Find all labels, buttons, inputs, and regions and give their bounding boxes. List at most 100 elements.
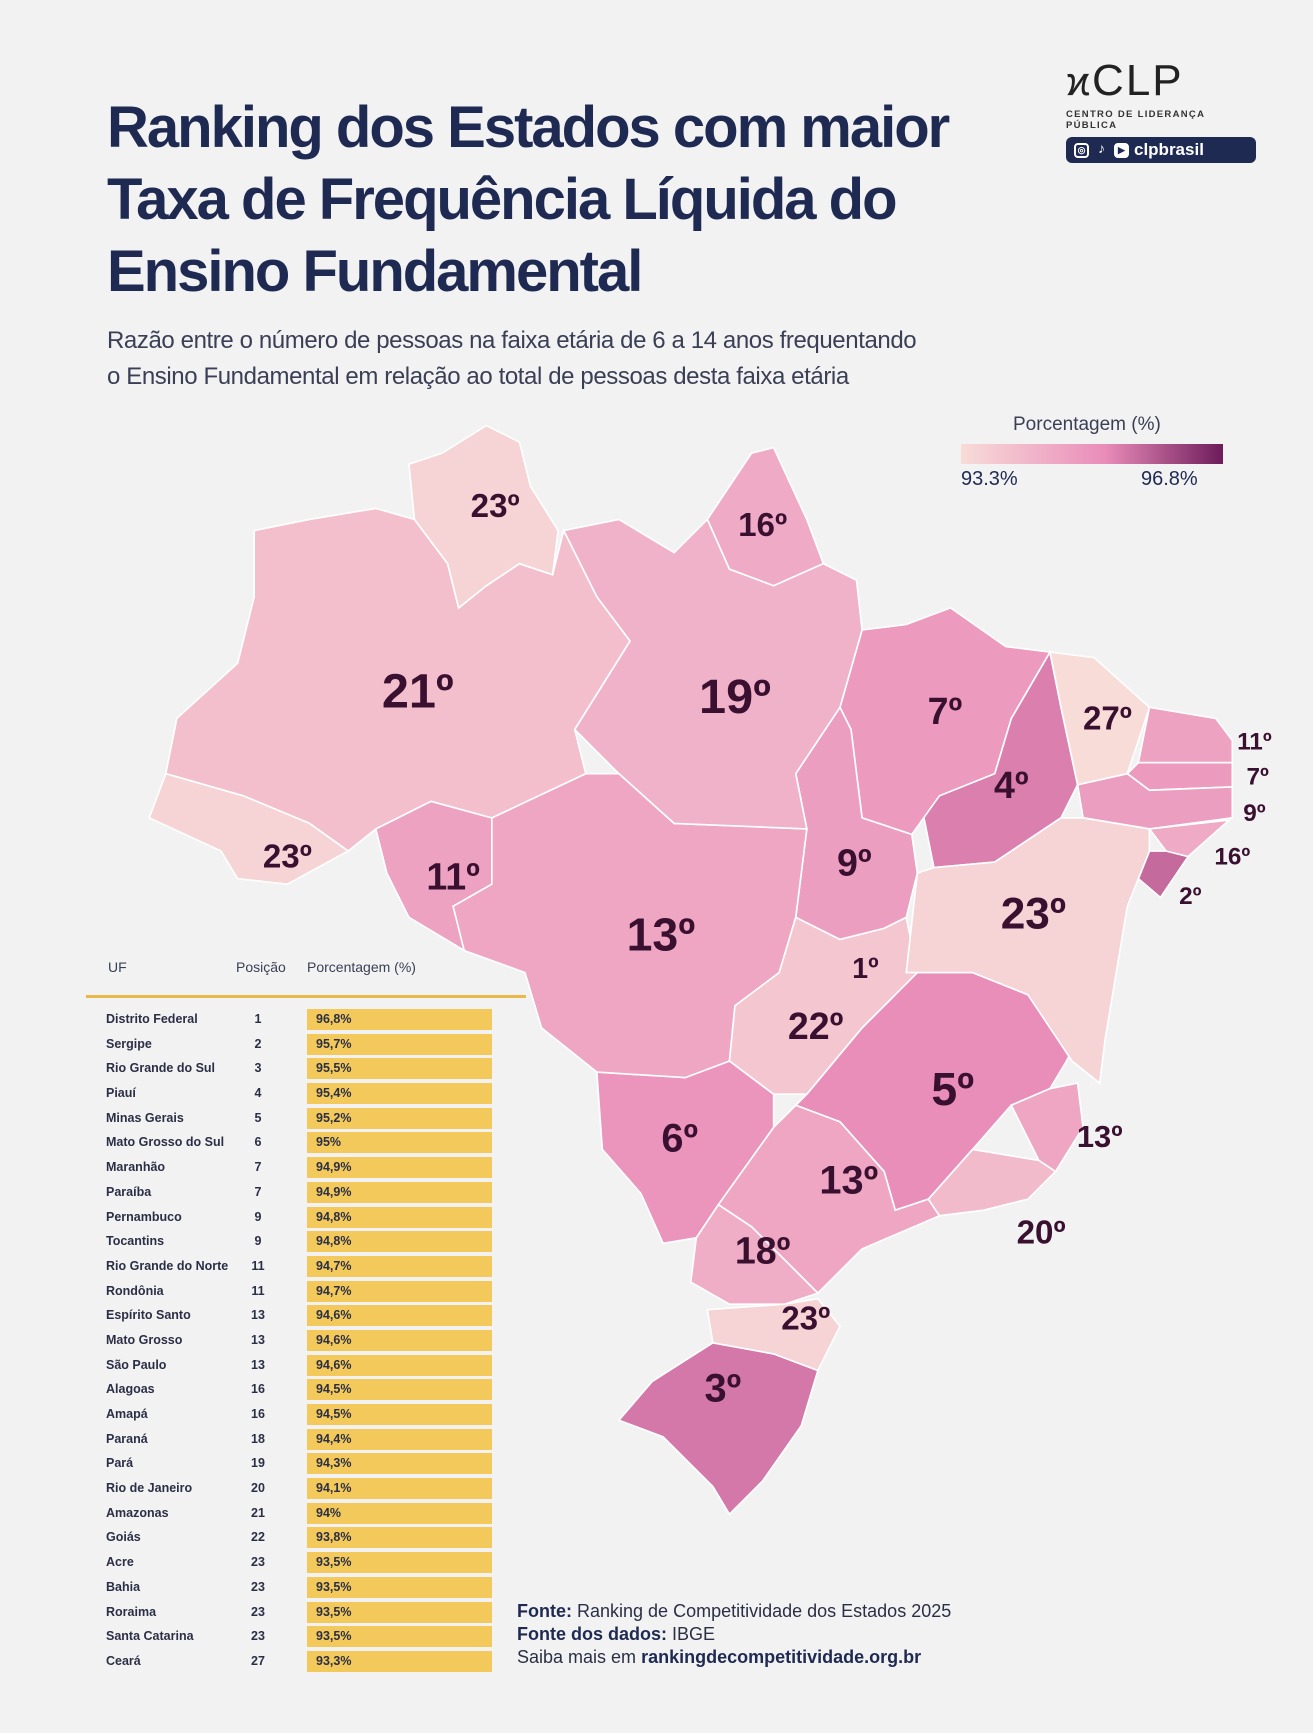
row-uf: Rio Grande do Norte xyxy=(106,1258,229,1273)
table-row: Goiás 22 93,8% xyxy=(86,1526,526,1551)
row-bar xyxy=(307,1107,492,1129)
row-bar xyxy=(307,1280,492,1302)
table-header: UF Posição Porcentagem (%) xyxy=(86,955,526,995)
logo-org: CENTRO DE LIDERANÇA PÚBLICA xyxy=(1066,109,1205,131)
source-text: Ranking de Competitividade dos Estados 2… xyxy=(577,1601,952,1621)
table-row: Tocantins 9 94,8% xyxy=(86,1230,526,1255)
row-uf: Rio de Janeiro xyxy=(106,1481,193,1496)
row-rank: 5 xyxy=(254,1110,262,1125)
table-row: Pará 19 94,3% xyxy=(86,1452,526,1477)
table-row: Amazonas 21 94% xyxy=(86,1502,526,1527)
row-uf: Acre xyxy=(106,1555,134,1570)
table-row: Ceará 27 93,3% xyxy=(86,1650,526,1675)
row-uf: Roraima xyxy=(106,1604,157,1619)
row-rank: 4 xyxy=(254,1086,262,1101)
row-uf: Santa Catarina xyxy=(106,1629,194,1644)
row-uf: Tocantins xyxy=(106,1234,165,1249)
row-pct: 94,5% xyxy=(316,1382,352,1397)
state-rank-label: 16º xyxy=(738,507,787,544)
table-row: Pernambuco 9 94,8% xyxy=(86,1206,526,1231)
state-rank-label: 23º xyxy=(1001,889,1066,938)
row-rank: 13 xyxy=(251,1332,265,1347)
clp-logo: ϰCLP CENTRO DE LIDERANÇA PÚBLICA ◎ ♪ ▶ c… xyxy=(1066,58,1256,163)
header-divider xyxy=(86,995,526,998)
state-rn xyxy=(1137,706,1234,764)
title-line: Taxa de Frequência Líquida do xyxy=(107,167,898,232)
title-line: Ensino Fundamental xyxy=(107,239,643,304)
state-rank-label: 11º xyxy=(426,856,480,898)
row-bar xyxy=(307,1379,492,1401)
row-pct: 93,5% xyxy=(316,1555,352,1570)
row-uf: Amazonas xyxy=(106,1505,169,1520)
row-bar xyxy=(307,1157,492,1179)
row-rank: 2 xyxy=(254,1036,262,1051)
table-row: Bahia 23 93,5% xyxy=(86,1576,526,1601)
row-pct: 95,5% xyxy=(316,1061,352,1076)
row-bar xyxy=(307,1552,492,1574)
row-pct: 93,5% xyxy=(316,1629,352,1644)
row-pct: 94,1% xyxy=(316,1481,352,1496)
row-rank: 20 xyxy=(251,1481,265,1496)
row-rank: 9 xyxy=(254,1209,262,1224)
row-pct: 95% xyxy=(316,1135,342,1150)
row-pct: 94,8% xyxy=(316,1209,352,1224)
row-rank: 23 xyxy=(251,1604,265,1619)
row-uf: São Paulo xyxy=(106,1357,167,1372)
legend-title: Porcentagem (%) xyxy=(1013,414,1161,435)
row-rank: 3 xyxy=(254,1061,262,1076)
row-pct: 93,8% xyxy=(316,1530,352,1545)
table-row: Rio Grande do Sul 3 95,5% xyxy=(86,1057,526,1082)
table-row: Paraná 18 94,4% xyxy=(86,1428,526,1453)
state-rank-label: 27º xyxy=(1083,700,1132,737)
row-bar xyxy=(307,1502,492,1524)
header-porcentagem: Porcentagem (%) xyxy=(307,959,416,975)
state-rank-label: 19º xyxy=(699,670,771,724)
table-row: Distrito Federal 1 96,8% xyxy=(86,1008,526,1033)
row-uf: Rondônia xyxy=(106,1283,164,1298)
row-uf: Espírito Santo xyxy=(106,1308,191,1323)
row-bar xyxy=(307,1527,492,1549)
row-bar xyxy=(307,1033,492,1055)
row-rank: 16 xyxy=(251,1407,265,1421)
more-link[interactable]: rankingdecompetitividade.org.br xyxy=(641,1647,922,1667)
state-rank-label: 7º xyxy=(1247,764,1270,791)
page-title: Ranking dos Estados com maior Taxa de Fr… xyxy=(107,92,950,308)
source-label: Fonte: xyxy=(517,1601,572,1621)
row-uf: Maranhão xyxy=(106,1160,166,1175)
header-uf: UF xyxy=(108,959,127,975)
row-bar xyxy=(307,1083,492,1105)
row-uf: Mato Grosso xyxy=(106,1332,183,1347)
state-rank-label: 18º xyxy=(735,1229,791,1271)
state-rank-label: 13º xyxy=(627,908,696,960)
row-rank: 22 xyxy=(251,1530,265,1545)
state-rj xyxy=(927,1148,1057,1217)
legend-min-label: 93.3% xyxy=(961,468,1018,490)
table-row: Rondônia 11 94,7% xyxy=(86,1280,526,1305)
row-bar xyxy=(307,1132,492,1154)
row-uf: Goiás xyxy=(106,1530,141,1545)
row-rank: 18 xyxy=(251,1431,265,1446)
row-rank: 6 xyxy=(254,1135,262,1150)
row-bar xyxy=(307,1329,492,1351)
social-handle-badge[interactable]: ◎ ♪ ▶ clpbrasil xyxy=(1066,137,1256,163)
table-row: Santa Catarina 23 93,5% xyxy=(86,1625,526,1650)
row-uf: Minas Gerais xyxy=(106,1110,184,1125)
table-row: Roraima 23 93,5% xyxy=(86,1601,526,1626)
row-pct: 94,7% xyxy=(316,1283,352,1298)
table-row: Alagoas 16 94,5% xyxy=(86,1378,526,1403)
row-bar xyxy=(307,1305,492,1327)
row-bar xyxy=(307,1255,492,1277)
row-pct: 94,6% xyxy=(316,1357,352,1372)
row-pct: 94,6% xyxy=(316,1308,352,1323)
table-row: Acre 23 93,5% xyxy=(86,1551,526,1576)
row-bar xyxy=(307,1231,492,1253)
row-rank: 23 xyxy=(251,1579,265,1594)
row-rank: 9 xyxy=(254,1234,262,1249)
row-rank: 19 xyxy=(251,1456,265,1471)
row-pct: 94,9% xyxy=(316,1160,352,1175)
row-bar xyxy=(307,1576,492,1598)
row-rank: 21 xyxy=(251,1505,265,1520)
state-rank-label: 11º xyxy=(1237,728,1272,755)
state-sc xyxy=(706,1297,841,1372)
